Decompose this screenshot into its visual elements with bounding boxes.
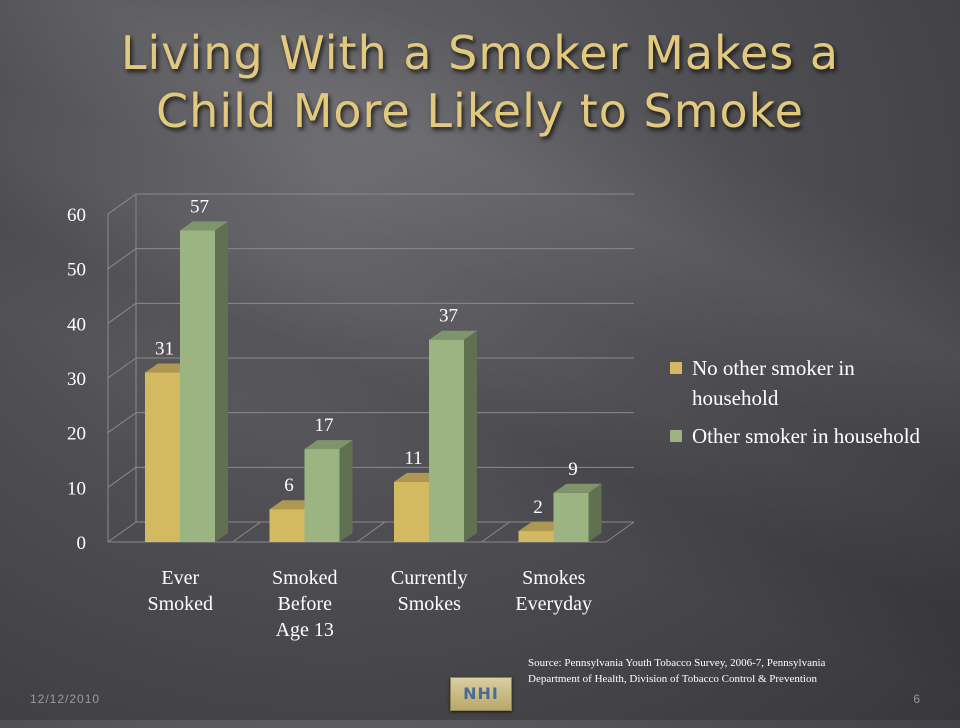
y-tick-label: 10 [67, 478, 86, 499]
nhi-logo: NHI [450, 677, 512, 711]
title-line-1: Living With a Smoker Makes a [120, 26, 840, 80]
legend-label-other-smoker: Other smoker in household [692, 424, 921, 448]
source-line-1: Source: Pennsylvania Youth Tobacco Surve… [528, 657, 826, 669]
category-divider [232, 521, 261, 543]
bar-front-face [145, 372, 180, 542]
data-label: 31 [155, 339, 174, 360]
legend-item-series-2: Other smoker in household [670, 421, 930, 451]
y-tick-label: 60 [67, 205, 86, 226]
gridline-side [107, 357, 137, 379]
bar-top-face [180, 221, 228, 231]
bar-front-face [269, 509, 305, 542]
gridline-side [107, 302, 137, 324]
bar-other-smoker-2 [429, 330, 477, 542]
x-tick-label: Smokes [522, 567, 586, 589]
data-label: 37 [439, 306, 458, 327]
y-tick-label: 20 [67, 424, 86, 445]
category-divider [356, 521, 386, 543]
source-line-2: Department of Health, Division of Tobacc… [528, 673, 817, 685]
x-tick-label: Age 13 [276, 619, 334, 641]
y-tick-label: 40 [67, 314, 86, 335]
y-tick-label: 50 [67, 260, 86, 281]
gridline-side [107, 412, 137, 434]
chart-legend: No other smoker in household Other smoke… [670, 353, 930, 459]
data-label: 11 [404, 448, 422, 469]
data-label: 17 [315, 415, 334, 436]
bar-side-face [339, 440, 353, 542]
data-label: 2 [533, 497, 543, 518]
title-line-2: Child More Likely to Smoke [156, 84, 804, 138]
gridline-side [107, 521, 137, 543]
gridline-side [107, 248, 137, 270]
data-label: 57 [190, 196, 209, 217]
bar-top-face [553, 483, 602, 493]
data-label: 6 [284, 475, 294, 496]
x-tick-label: Smoked [272, 567, 338, 589]
bar-side-face [215, 221, 228, 542]
x-tick-label: Everyday [515, 593, 592, 615]
bar-front-face [518, 531, 554, 542]
x-tick-label: Smokes [398, 593, 462, 615]
slide-title: Living With a Smoker Makes a Child More … [20, 24, 940, 140]
gridline-side [107, 193, 137, 215]
gridline-side [107, 466, 137, 488]
legend-label-no-other-smoker: No other smoker in household [692, 356, 855, 410]
source-citation: Source: Pennsylvania Youth Tobacco Surve… [528, 655, 948, 687]
x-tick-label: Ever [161, 567, 199, 589]
x-tick-label: Smoked [147, 593, 213, 615]
x-tick-label: Currently [391, 567, 468, 589]
bar-front-face [553, 492, 589, 542]
bar-side-face [588, 483, 602, 542]
y-tick-label: 0 [77, 533, 87, 554]
category-divider [481, 521, 510, 543]
bar-other-smoker-1 [304, 440, 353, 542]
bar-top-face [304, 440, 353, 450]
bar-front-face [180, 230, 215, 542]
bar-top-face [429, 330, 477, 340]
bar-front-face [429, 339, 464, 542]
legend-swatch-other-smoker [670, 430, 682, 442]
footer-date: 12/12/2010 [30, 692, 101, 706]
page-number: 6 [913, 692, 920, 706]
bar-other-smoker-0 [180, 221, 228, 542]
legend-swatch-no-other-smoker [670, 362, 682, 374]
data-label: 9 [568, 459, 578, 480]
bar-other-smoker-3 [553, 483, 602, 542]
x-tick-label: Before [278, 593, 333, 615]
floor-right-edge [605, 521, 635, 543]
bar-front-face [394, 481, 429, 542]
bar-front-face [304, 449, 340, 542]
bar-side-face [464, 330, 477, 542]
y-tick-label: 30 [67, 369, 86, 390]
legend-item-series-1: No other smoker in household [670, 353, 930, 413]
